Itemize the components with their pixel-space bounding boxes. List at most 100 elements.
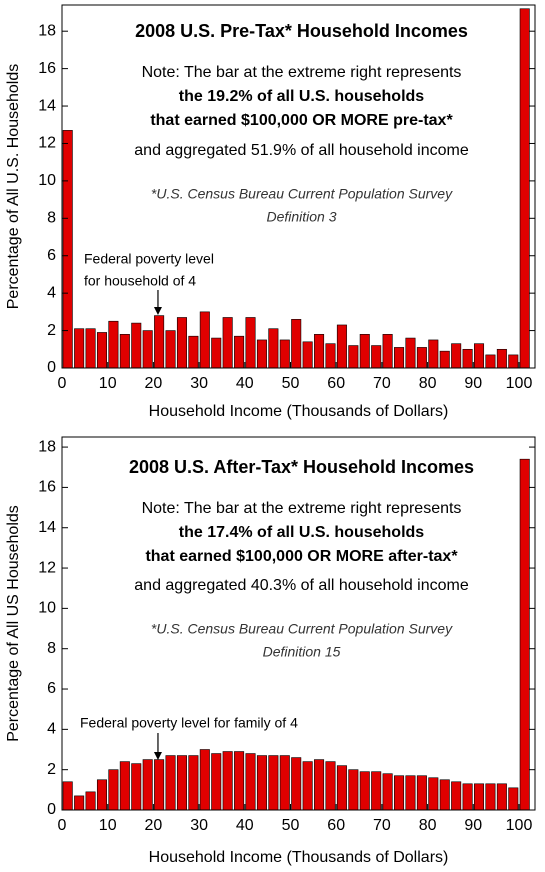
source-line: Definition 15 xyxy=(263,644,341,660)
bar xyxy=(279,755,290,811)
bar xyxy=(359,771,370,811)
bar xyxy=(325,761,336,811)
y-tick-label: 14 xyxy=(38,97,56,114)
y-tick-label: 2 xyxy=(47,761,56,778)
bar xyxy=(96,332,108,369)
bar xyxy=(96,779,108,811)
y-tick-label: 2 xyxy=(47,322,56,339)
bar xyxy=(154,759,165,811)
bar xyxy=(382,773,393,811)
bar xyxy=(428,777,439,811)
bar xyxy=(394,347,405,369)
x-tick-label: 30 xyxy=(190,817,208,834)
plot-frame xyxy=(61,4,536,369)
bar xyxy=(245,317,256,369)
bar xyxy=(405,775,416,811)
bar xyxy=(131,322,142,369)
bar xyxy=(348,345,359,369)
y-tick-label: 6 xyxy=(47,247,56,264)
x-tick-label: 40 xyxy=(236,375,254,392)
x-tick-label: 60 xyxy=(327,817,345,834)
y-tick-label: 12 xyxy=(38,135,56,152)
note-line: that earned $100,000 OR MORE pre-tax* xyxy=(150,112,453,129)
bar xyxy=(474,343,485,369)
bar xyxy=(382,334,393,369)
x-tick-label: 90 xyxy=(464,375,482,392)
x-tick-label: 90 xyxy=(464,817,482,834)
bar xyxy=(359,334,370,369)
x-axis-label: Household Income (Thousands of Dollars) xyxy=(149,403,449,420)
bar xyxy=(256,339,267,369)
note-line: Note: The bar at the extreme right repre… xyxy=(142,64,462,81)
bar xyxy=(416,347,427,369)
annotation: for household of 4 xyxy=(84,273,196,289)
bar xyxy=(416,775,427,811)
bar xyxy=(439,350,450,369)
x-tick-label: 20 xyxy=(145,375,163,392)
plot-frame xyxy=(61,436,536,811)
bar xyxy=(428,339,439,369)
y-tick-label: 4 xyxy=(47,284,56,301)
x-tick-label: 100 xyxy=(506,817,533,834)
y-axis-label: Percentage of All U.S. Households xyxy=(5,64,22,309)
bar xyxy=(188,335,199,369)
x-tick-label: 80 xyxy=(419,817,437,834)
chart: 0 2 4 6 8 10 12 14 16 18 0 10 20 30 40 50 60 70 80 90 100 200… xyxy=(5,4,536,420)
bar xyxy=(508,354,519,369)
bar xyxy=(508,787,519,811)
x-tick-label: 40 xyxy=(236,817,254,834)
bar xyxy=(211,753,222,811)
bar xyxy=(519,8,530,369)
bar xyxy=(462,348,473,369)
bar xyxy=(291,757,302,811)
arrow-head xyxy=(153,752,162,760)
annotation: Federal poverty level xyxy=(84,251,214,267)
bar xyxy=(188,755,199,811)
bar xyxy=(222,317,233,369)
bar xyxy=(336,324,347,369)
y-tick-label: 16 xyxy=(38,479,56,496)
bar xyxy=(496,783,507,811)
x-tick-label: 80 xyxy=(419,375,437,392)
bar xyxy=(348,769,359,811)
bar xyxy=(131,763,142,811)
bar xyxy=(519,458,530,811)
x-tick-label: 10 xyxy=(99,817,117,834)
bar xyxy=(279,339,290,369)
note-line: and aggregated 40.3% of all household in… xyxy=(134,577,469,594)
x-tick-label: 50 xyxy=(282,817,300,834)
bar xyxy=(142,759,153,811)
chart-title: 2008 U.S. Pre-Tax* Household Incomes xyxy=(135,21,468,41)
x-tick-label: 60 xyxy=(327,375,345,392)
bar xyxy=(85,791,96,811)
bar xyxy=(439,779,450,811)
y-tick-label: 4 xyxy=(47,721,56,738)
x-tick-label: 10 xyxy=(99,375,117,392)
bar xyxy=(496,348,507,369)
bar xyxy=(245,753,256,811)
note-line: the 19.2% of all U.S. households xyxy=(179,88,424,105)
x-axis-label: Household Income (Thousands of Dollars) xyxy=(149,849,449,866)
annotation: Federal poverty level for family of 4 xyxy=(80,715,298,731)
note-line: Note: The bar at the extreme right repre… xyxy=(142,500,462,517)
bar xyxy=(302,341,313,369)
x-tick-label: 20 xyxy=(145,817,163,834)
bar xyxy=(74,328,85,369)
bar xyxy=(268,755,279,811)
y-tick-label: 18 xyxy=(38,22,56,39)
bar xyxy=(165,330,176,369)
x-tick-label: 0 xyxy=(58,817,67,834)
y-tick-label: 8 xyxy=(47,210,56,227)
note-line: and aggregated 51.9% of all household in… xyxy=(134,142,469,159)
bar xyxy=(176,755,187,811)
bar xyxy=(142,330,153,369)
bar xyxy=(485,354,496,369)
x-tick-label: 30 xyxy=(190,375,208,392)
bar xyxy=(154,315,165,369)
bar xyxy=(165,755,176,811)
bar xyxy=(314,759,325,811)
y-tick-label: 8 xyxy=(47,640,56,657)
x-tick-label: 70 xyxy=(373,817,391,834)
bar xyxy=(302,761,313,811)
